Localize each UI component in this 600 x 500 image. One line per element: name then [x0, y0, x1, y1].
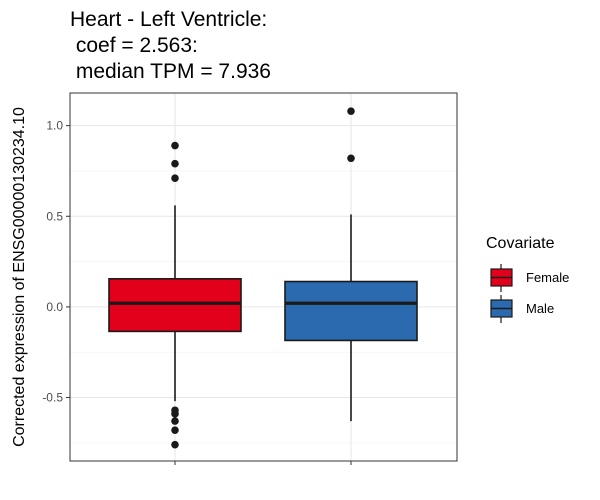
y-tick-label: 1.0 [46, 119, 63, 133]
legend-key-male [490, 295, 513, 323]
outlier-point [171, 417, 179, 425]
legend-label-male: Male [526, 301, 554, 316]
x-axis [174, 461, 352, 465]
outlier-point [171, 410, 179, 418]
outlier-point [347, 107, 355, 115]
y-axis-title: Corrected expression of ENSG00000130234.… [11, 107, 28, 447]
legend-label-female: Female [526, 270, 569, 285]
outlier-point [347, 154, 355, 163]
legend-title: Covariate [486, 235, 555, 252]
boxplots [108, 107, 418, 449]
outlier-point [171, 440, 179, 449]
chart-title-line-3: median TPM = 7.936 [70, 60, 271, 83]
plot-panel [70, 93, 457, 461]
legend: Covariate Female Male [486, 235, 569, 323]
chart-title: Heart - Left Ventricle: coef = 2.563: me… [70, 8, 271, 83]
y-tick-label: -0.5 [42, 391, 63, 405]
y-tick-label: 0.0 [46, 300, 63, 314]
chart-title-line-1: Heart - Left Ventricle: [70, 8, 267, 31]
outlier-point [171, 159, 179, 168]
boxplot-female [108, 141, 242, 449]
outlier-point [171, 141, 179, 150]
legend-key-female [490, 264, 513, 292]
outlier-point [171, 426, 179, 434]
chart-title-line-2: coef = 2.563: [70, 34, 198, 57]
y-tick-label: 0.5 [46, 209, 63, 223]
boxplot-male [284, 107, 418, 422]
box-iqr [284, 280, 418, 342]
outlier-point [171, 174, 179, 183]
box-iqr [108, 278, 242, 333]
y-axis: -0.5 0.0 0.5 1.0 [42, 119, 70, 405]
plot-border [69, 92, 458, 462]
